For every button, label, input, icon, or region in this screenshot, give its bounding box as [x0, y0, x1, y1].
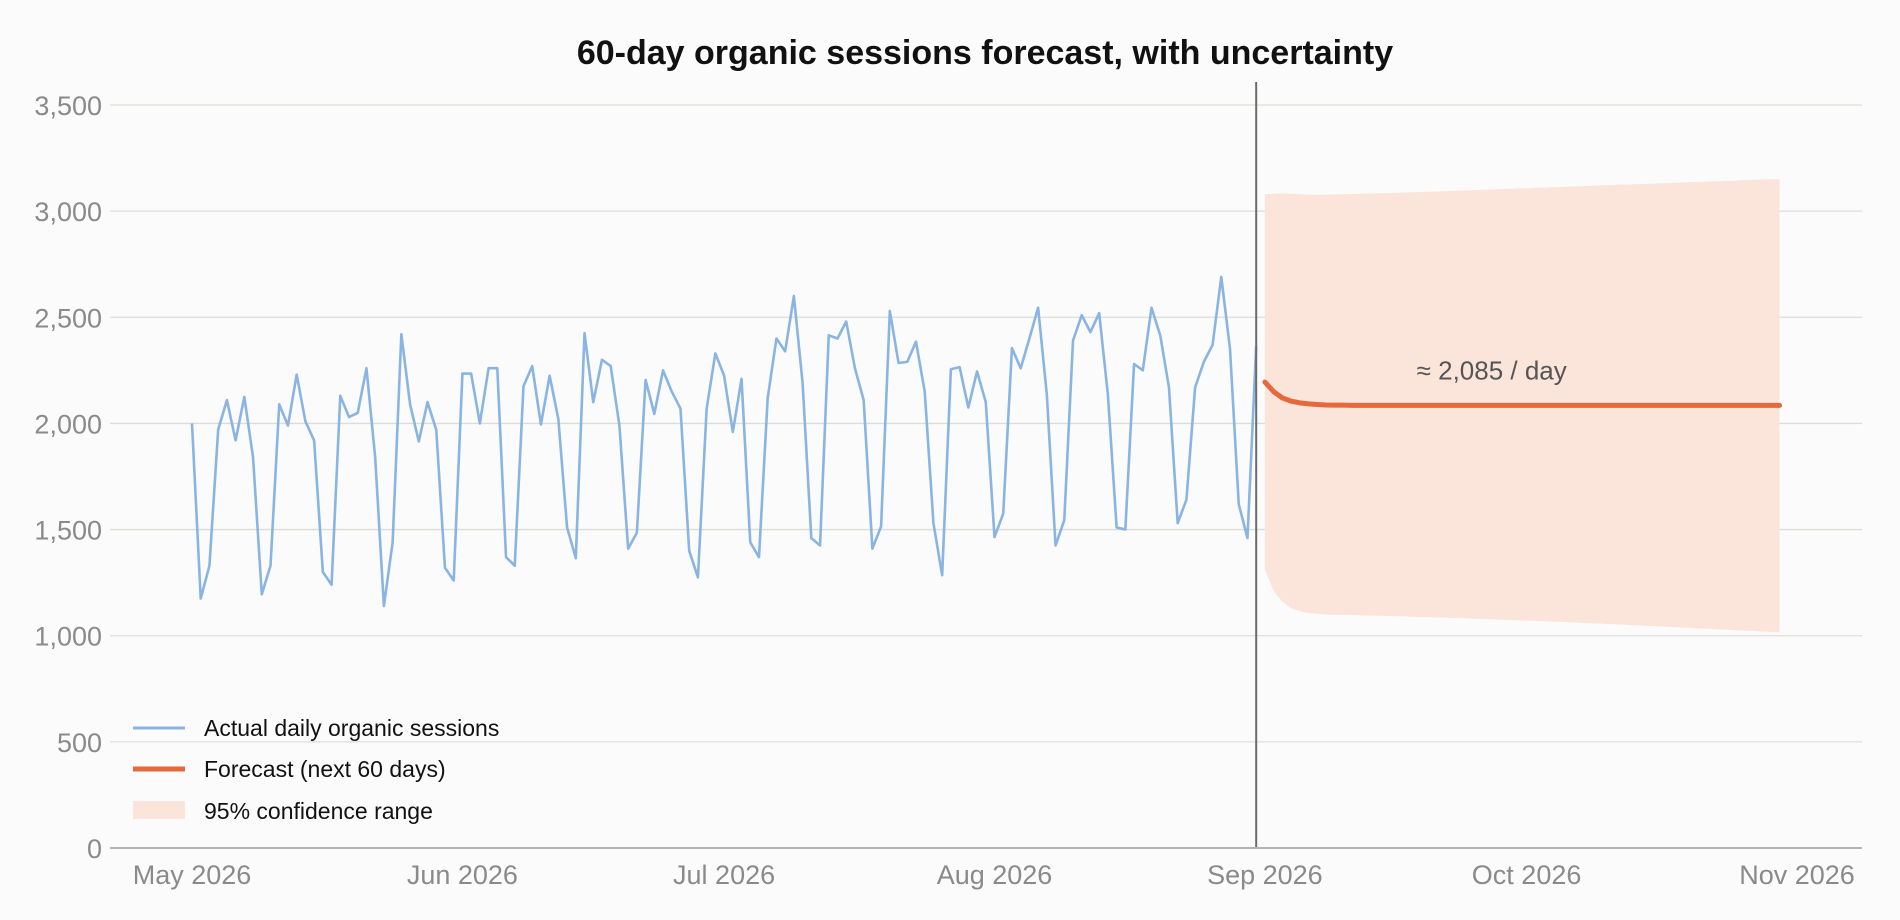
legend: Actual daily organic sessions Forecast (…	[133, 715, 499, 824]
x-tick-label: Sep 2026	[1207, 860, 1323, 890]
actual-series-layer	[190, 275, 1258, 608]
y-tick-label: 1,000	[34, 622, 102, 652]
forecast-annotation: ≈ 2,085 / day	[1417, 355, 1567, 385]
x-tick-label: Oct 2026	[1472, 860, 1582, 890]
x-tick-label: Aug 2026	[937, 860, 1053, 890]
legend-forecast-label: Forecast (next 60 days)	[204, 756, 446, 782]
x-tick-label: Jul 2026	[673, 860, 775, 890]
y-tick-label: 1,500	[34, 516, 102, 546]
chart-title: 60-day organic sessions forecast, with u…	[577, 34, 1393, 72]
legend-band-swatch	[133, 801, 185, 819]
y-tick-label: 2,000	[34, 409, 102, 439]
y-tick-label: 3,500	[34, 91, 102, 121]
y-tick-label: 3,000	[34, 197, 102, 227]
x-tick-label: Jun 2026	[407, 860, 518, 890]
forecast-series-line	[1262, 379, 1783, 408]
legend-actual-label: Actual daily organic sessions	[204, 715, 499, 741]
legend-band-label: 95% confidence range	[204, 798, 433, 824]
y-tick-label: 0	[87, 834, 102, 864]
y-tick-label: 500	[57, 728, 102, 758]
x-tick-label: May 2026	[133, 860, 252, 890]
y-axis-ticks: 0 500 1,000 1,500 2,000 2,500 3,000 3,500	[34, 91, 102, 864]
gridlines	[110, 104, 1862, 743]
x-tick-label: Nov 2026	[1739, 860, 1855, 890]
forecast-series-layer	[1262, 379, 1783, 408]
x-axis-ticks: May 2026 Jun 2026 Jul 2026 Aug 2026 Sep 2026…	[133, 860, 1855, 890]
actual-series-line	[190, 275, 1258, 608]
y-tick-label: 2,500	[34, 303, 102, 333]
